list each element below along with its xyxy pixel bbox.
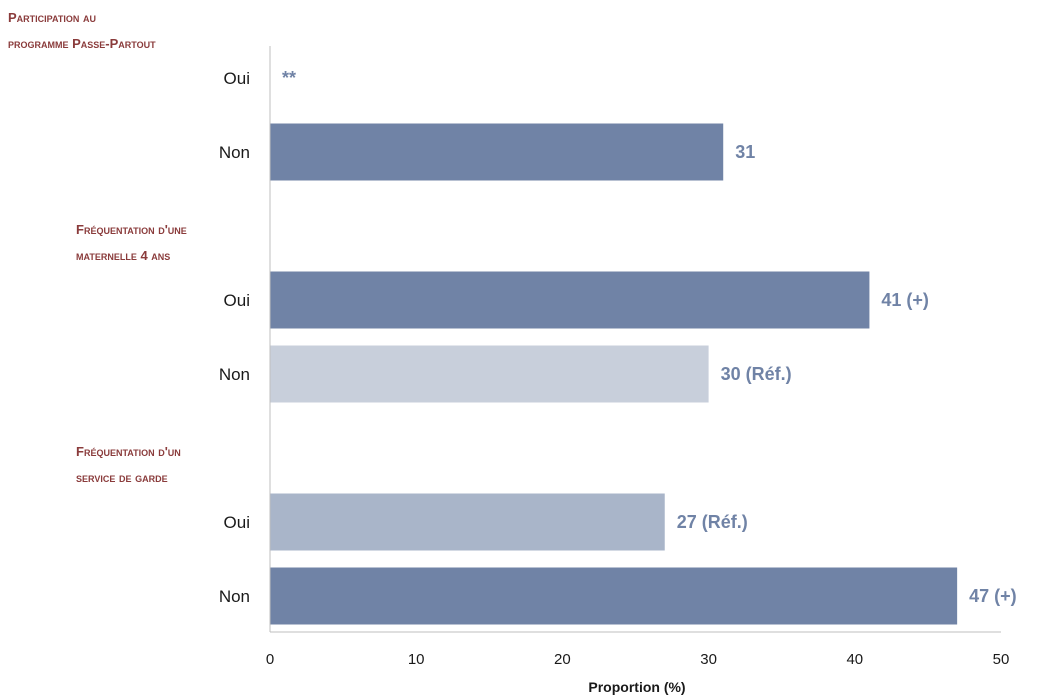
value-label: 31: [735, 142, 755, 162]
value-label: 41 (+): [881, 290, 929, 310]
x-tick-label: 50: [993, 651, 1010, 668]
x-tick-label: 10: [408, 651, 425, 668]
bar: [270, 271, 870, 329]
category-label: Non: [219, 365, 250, 384]
x-tick-label: 20: [554, 651, 571, 668]
category-label: Oui: [224, 513, 250, 532]
x-tick-label: 40: [846, 651, 863, 668]
bar: [270, 493, 665, 551]
bar: [270, 123, 724, 181]
group-title-2-line-1: Fréquentation d'une: [76, 222, 187, 237]
x-tick-label: 30: [700, 651, 717, 668]
bar: [270, 345, 709, 403]
x-tick-label: 0: [266, 651, 274, 668]
value-label: **: [282, 68, 296, 88]
group-title-3-line-1: Fréquentation d'un: [76, 444, 181, 459]
value-label: 47 (+): [969, 586, 1017, 606]
x-axis-title: Proportion (%): [588, 679, 685, 695]
category-label: Oui: [224, 69, 250, 88]
category-label: Non: [219, 587, 250, 606]
value-label: 30 (Réf.): [721, 364, 792, 384]
value-label: 27 (Réf.): [677, 512, 748, 532]
group-title-3-line-2: service de garde: [76, 470, 168, 485]
category-label: Oui: [224, 291, 250, 310]
group-title-1-line-1: Participation au: [8, 10, 96, 25]
group-title-1-line-2: programme Passe-Partout: [8, 36, 156, 51]
bar: [270, 567, 958, 625]
category-label: Non: [219, 143, 250, 162]
group-title-2-line-2: maternelle 4 ans: [76, 248, 170, 263]
